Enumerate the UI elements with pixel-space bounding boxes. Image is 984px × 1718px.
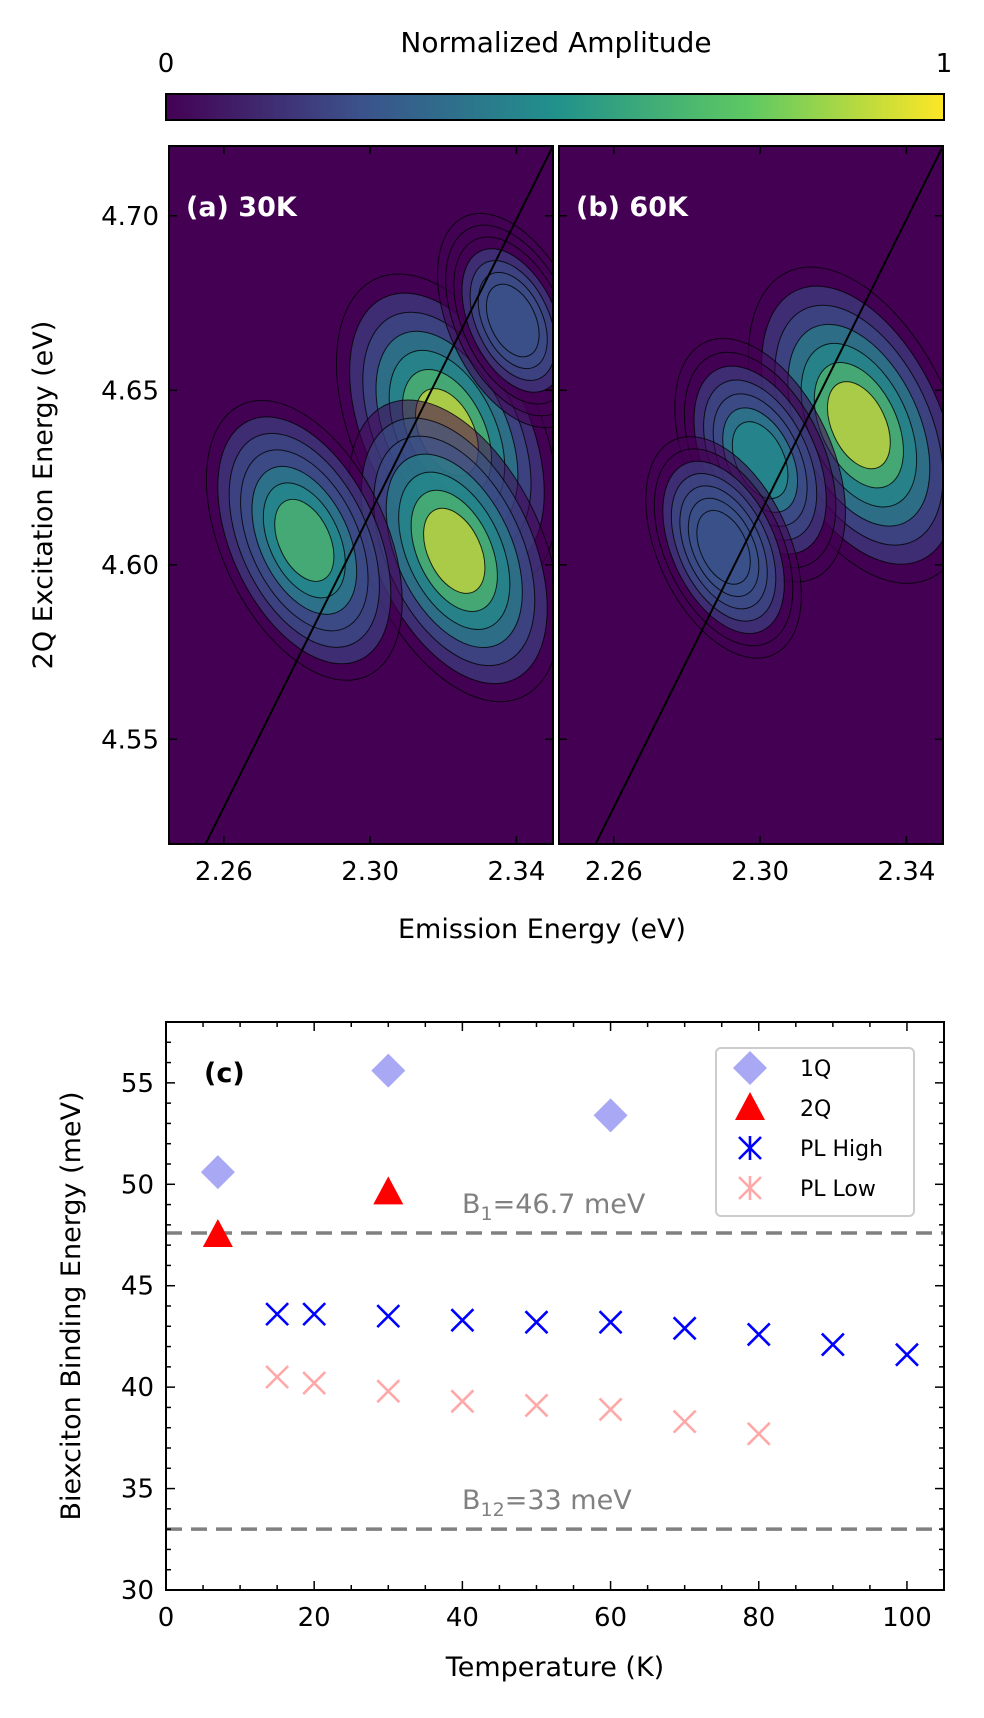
panel-c-ytick-label: 30 <box>121 1576 154 1606</box>
data-point-pl-low <box>672 1409 697 1434</box>
legend-box <box>715 1047 915 1217</box>
data-point-1q <box>200 1155 235 1190</box>
data-point-pl-high <box>672 1316 697 1341</box>
data-point-pl-high <box>302 1302 327 1327</box>
panel-c-ytick-label: 35 <box>121 1475 154 1505</box>
panel-b-contour <box>696 510 751 585</box>
data-point-2q <box>202 1219 233 1247</box>
panel-c-xtick-label: 60 <box>594 1603 627 1633</box>
panel-c-xtick-label: 100 <box>882 1603 932 1633</box>
data-point-pl-low <box>265 1365 290 1389</box>
legend-label-2q: 2Q <box>800 1097 831 1122</box>
data-point-pl-high <box>376 1304 401 1329</box>
data-point-pl-low <box>524 1393 549 1418</box>
colorbar: Normalized Amplitude 0 1 <box>158 26 953 121</box>
data-point-pl-high <box>746 1322 771 1347</box>
panel-b-xtick-label: 2.26 <box>585 857 643 887</box>
data-point-pl-high <box>450 1308 475 1333</box>
panel-b-diagonal-line <box>594 146 943 844</box>
panel-a-xtick-label: 2.34 <box>487 857 545 887</box>
panel-c-ytick-label: 40 <box>121 1373 154 1403</box>
data-point-pl-high <box>265 1302 290 1327</box>
data-point-pl-low <box>302 1371 327 1396</box>
panel-a-ytick-label: 4.70 <box>101 202 159 232</box>
data-point-pl-high <box>598 1310 623 1335</box>
panel-c-ylabel: Biexciton Binding Energy (meV) <box>56 1092 87 1521</box>
data-point-pl-high <box>524 1310 549 1335</box>
data-point-2q <box>373 1176 404 1205</box>
data-point-1q <box>593 1098 628 1133</box>
data-point-pl-high <box>895 1342 919 1367</box>
panel-a-ytick-label: 4.65 <box>101 376 159 406</box>
panel-a-label: (a) 30K <box>186 192 298 223</box>
panel-b-xtick-label: 2.30 <box>731 857 789 887</box>
panel-a-ytick-label: 4.60 <box>101 551 159 581</box>
legend-label-pl-high: PL High <box>800 1137 883 1162</box>
panel-ab-ylabel: 2Q Excitation Energy (eV) <box>28 321 59 670</box>
panel-c-ytick-label: 50 <box>121 1170 154 1200</box>
panel-c-xtick-label: 0 <box>158 1603 175 1633</box>
panel-c-ytick-label: 45 <box>121 1272 154 1302</box>
panel-a-peak <box>348 399 553 703</box>
colorbar-gradient <box>165 93 945 121</box>
colorbar-max-label: 1 <box>936 49 953 79</box>
data-point-1q <box>371 1053 406 1088</box>
panel-a-ytick-label: 4.55 <box>101 725 159 755</box>
panel-b-heatmap: (b) 60K 2.26 2.30 2.34 <box>558 145 944 887</box>
panel-b-label: (b) 60K <box>576 192 689 223</box>
panel-c-label: (c) <box>204 1058 245 1089</box>
panel-a-peak <box>205 399 403 681</box>
panel-c-xlabel: Temperature (K) <box>445 1652 664 1683</box>
panel-a-contour <box>485 283 540 358</box>
panel-c-ytick-label: 55 <box>121 1069 154 1099</box>
colorbar-min-label: 0 <box>158 49 175 79</box>
panel-c-xtick-label: 40 <box>446 1603 479 1633</box>
panel-c-xtick-label: 80 <box>742 1603 775 1633</box>
panel-c-xtick-label: 20 <box>298 1603 331 1633</box>
panel-ab-xlabel: Emission Energy (eV) <box>398 914 686 945</box>
legend-label-pl-low: PL Low <box>800 1177 876 1202</box>
panel-a-xtick-label: 2.26 <box>195 857 253 887</box>
panel-a-heatmap: (a) 30K 2.26 2.30 2.34 4.55 4.60 4.65 4.70 <box>101 145 554 887</box>
panel-b-peak <box>645 436 802 659</box>
colorbar-label: Normalized Amplitude <box>400 26 711 59</box>
data-point-pl-low <box>746 1421 771 1446</box>
panel-a-contour <box>423 507 486 594</box>
data-point-pl-low <box>376 1379 401 1404</box>
legend-marker-1q <box>733 1051 767 1085</box>
panel-c-scatter: B1=46.7 meV B12=33 meV 0 20 40 60 80 100 30 35 40… <box>56 1021 945 1683</box>
data-point-pl-high <box>820 1332 845 1357</box>
data-point-pl-low <box>598 1397 623 1422</box>
reference-line-label: B12=33 meV <box>462 1485 632 1521</box>
panel-a-peak <box>437 212 553 429</box>
reference-line-label: B1=46.7 meV <box>462 1189 646 1225</box>
panel-a-xtick-label: 2.30 <box>341 857 399 887</box>
legend: 1Q 2Q PL High PL Low <box>715 1047 915 1217</box>
legend-label-1q: 1Q <box>800 1057 831 1082</box>
panel-b-xtick-label: 2.34 <box>877 857 935 887</box>
panel-a-contour <box>274 498 335 582</box>
panel-a-diagonal-line <box>204 146 553 844</box>
data-point-pl-low <box>450 1389 475 1414</box>
legend-marker-2q <box>735 1092 765 1120</box>
